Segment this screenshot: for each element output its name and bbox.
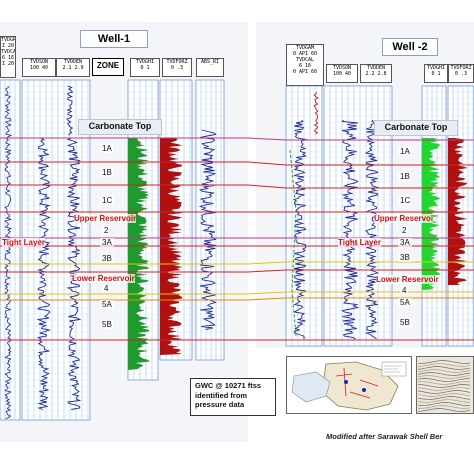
seismic-reflector [417,408,471,412]
seismic-reflector [417,378,471,382]
correlation-lines [0,137,474,341]
well-2-zone-1a: 1A [398,147,412,156]
correlation-line-3 [0,184,474,189]
well-2-red-fill [448,138,468,285]
well-1-zone-5b: 5B [100,320,114,329]
figure-caption: Modified after Sarawak Shell Ber [326,432,443,441]
well-1-upper-curve [66,85,74,136]
location-map-thumbnail [286,356,412,414]
seismic-reflector [417,369,471,373]
well-2-header-tvdden: TVDDEN 2.2 2.8 [360,64,392,83]
seismic-reflector [417,375,471,379]
well-1-zone-3a: 3A [100,238,114,247]
seismic-section-thumbnail [416,356,474,414]
well-2-header-tvdson: TVDSON 100 40 [326,64,358,83]
correlation-line-1 [0,137,474,141]
well-2-density-curve [364,119,380,340]
well-1-zone-1a: 1A [100,144,114,153]
well-2-sonic-curve [341,119,360,340]
seismic-reflector [417,384,471,388]
well-1-zone-2: 2 [102,226,111,235]
correlation-line-2 [0,161,474,166]
well-1-zone-1c: 1C [100,196,115,205]
well-2-zone-5a: 5A [398,298,412,307]
well-1-green-fill [128,138,150,370]
seismic-reflector [417,381,471,385]
well-1-header-tvdghi: TVDGHI 0 1 [130,58,160,77]
well-2-zone-4: 4 [400,286,409,295]
well-1-header-tvdden: TVDDEN 2.1 2.9 [56,58,90,77]
well-1-header-tvdson: TVDSON 100 40 [22,58,56,77]
correlation-line-7 [0,261,474,265]
well-1-title: Well-1 [80,30,148,48]
well-2-title: Well -2 [382,38,438,56]
well-2-zone-3a: 3A [398,238,412,247]
well-2-tight-layer: Tight Layer [338,238,381,247]
seismic-reflector [417,399,471,403]
well-2-header-tvdghi: TVDGHI 0 1 [424,64,448,83]
correlation-line-8 [0,269,474,273]
correlation-line-10 [0,297,474,301]
well-1-density-curve [66,137,82,410]
well-2-zone-2: 2 [400,226,409,235]
well-2-lower-reservoir: Lower Reservoir [376,275,439,284]
well-1-upper-reservoir: Upper Reservoir [74,214,137,223]
seismic-reflector [417,402,471,406]
seismic-reflector [417,372,471,376]
well-1-lower-reservoir: Lower Reservoir [72,274,135,283]
well-2-zone-3b: 3B [398,253,412,262]
seismic-reflector [417,360,471,364]
seismic-reflector [417,390,471,394]
well-1-sonic-curve [36,137,52,410]
well-1-carbonate-top: Carbonate Top [78,119,162,135]
seismic-reflector [418,405,471,409]
well-2-carbonate-top: Carbonate Top [374,120,458,136]
seismic-reflector [417,366,471,370]
well-1-resistivity-curve [198,129,217,330]
well-1-gamma-header: TVDGR I 20 TVDCAL 6 16 I 20 [0,36,16,78]
well-1-zone-1b: 1B [100,168,114,177]
seismic-reflector [417,396,471,400]
correlation-line-9 [0,291,474,295]
seismic-reflector [417,393,471,397]
well-2-zone-1c: 1C [398,196,413,205]
well-1-header-tvdforz: TVDFORZ 0 .3 [162,58,192,77]
well-2-zone-5b: 5B [398,318,412,327]
gwc-annotation: GWC @ 10271 ftss identified from pressur… [190,378,276,416]
well-1-tight-layer: Tight Layer [2,238,45,247]
well-2-caliper-curve [313,92,319,135]
well-2-zone-1b: 1B [398,172,412,181]
well-2-gamma-curve [292,119,308,340]
well-1-track-absri-frame [195,79,225,361]
well-1-zone-header: ZONE [92,58,124,76]
well-1-gamma-curve [4,85,13,420]
well-1-zone-4: 4 [102,284,111,293]
well-2-gamma-header: TVDGAM 0 API 60 TVDCAL 6 16 0 API 60 [286,44,324,86]
well-2-upper-reservoir: Upper Reservoi [374,214,434,223]
well-1-zone-5a: 5A [100,300,114,309]
well-1-zone-3b: 3B [100,254,114,263]
seismic-reflector [417,387,471,391]
well-1-header-absri: ABS_RI [196,58,224,77]
well-2-green-connector [289,149,297,337]
seismic-reflector [417,363,471,367]
